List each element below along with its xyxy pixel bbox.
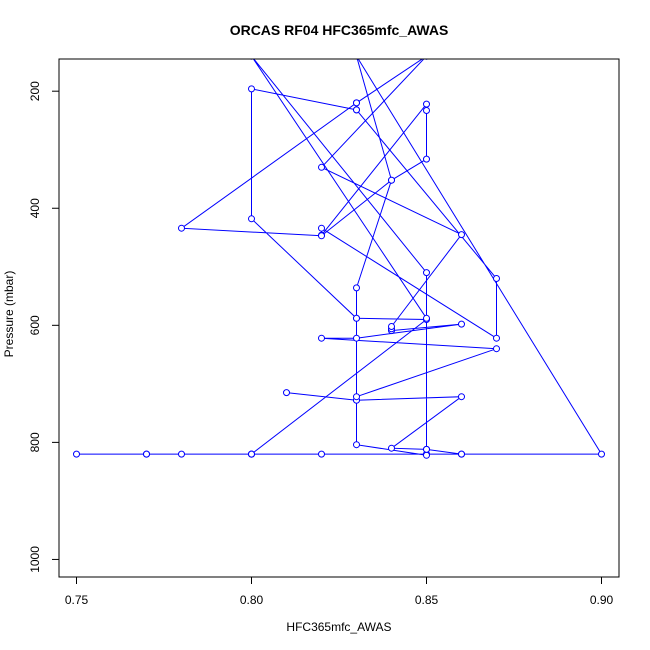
y-axis-label: Pressure (mbar) <box>2 271 16 358</box>
data-point <box>143 450 150 458</box>
x-tick-label: 0.85 <box>415 593 439 607</box>
data-point <box>458 393 465 401</box>
data-point <box>423 100 430 108</box>
data-point <box>73 450 80 458</box>
plot-frame <box>58 58 620 578</box>
x-tick-label: 0.90 <box>590 593 614 607</box>
data-point <box>388 323 395 330</box>
x-axis-label: HFC365mfc_AWAS <box>286 620 391 634</box>
data-point <box>248 450 255 458</box>
x-axis: 0.75 0.80 0.85 0.90 <box>65 577 614 607</box>
data-point <box>318 334 325 342</box>
data-point <box>458 450 465 458</box>
y-tick-label: 800 <box>28 432 42 452</box>
x-tick-label: 0.75 <box>65 593 89 607</box>
data-point <box>318 224 325 232</box>
data-point <box>353 334 360 342</box>
data-point <box>423 445 430 453</box>
chart-title: ORCAS RF04 HFC365mfc_AWAS <box>230 22 449 38</box>
y-tick-label: 600 <box>28 315 42 335</box>
data-point <box>423 107 430 114</box>
data-point <box>318 163 325 171</box>
data-point <box>318 232 325 240</box>
data-point <box>353 314 360 322</box>
data-point <box>353 284 360 292</box>
y-tick-label: 400 <box>28 198 42 218</box>
data-point <box>423 269 430 277</box>
data-point <box>388 176 395 184</box>
data-point <box>458 320 465 328</box>
data-point <box>423 451 430 459</box>
data-point <box>493 345 500 353</box>
data-point <box>598 450 605 458</box>
data-point <box>353 106 360 114</box>
data-point <box>178 450 185 458</box>
y-tick-label: 200 <box>28 81 42 101</box>
data-point <box>423 155 430 163</box>
data-point <box>283 389 290 397</box>
data-point <box>318 450 325 458</box>
data-point <box>493 334 500 342</box>
data-point <box>493 275 500 282</box>
data-point <box>353 99 360 107</box>
data-point <box>458 231 465 239</box>
data-point <box>353 393 360 401</box>
data-point <box>248 215 255 223</box>
data-point <box>178 224 185 232</box>
y-axis: 200 400 600 800 1000 <box>28 81 59 573</box>
data-point <box>423 314 430 322</box>
x-tick-label: 0.80 <box>240 593 264 607</box>
data-point <box>248 85 255 93</box>
data-point <box>388 444 395 452</box>
data-point <box>353 441 360 449</box>
y-tick-label: 1000 <box>28 546 42 573</box>
